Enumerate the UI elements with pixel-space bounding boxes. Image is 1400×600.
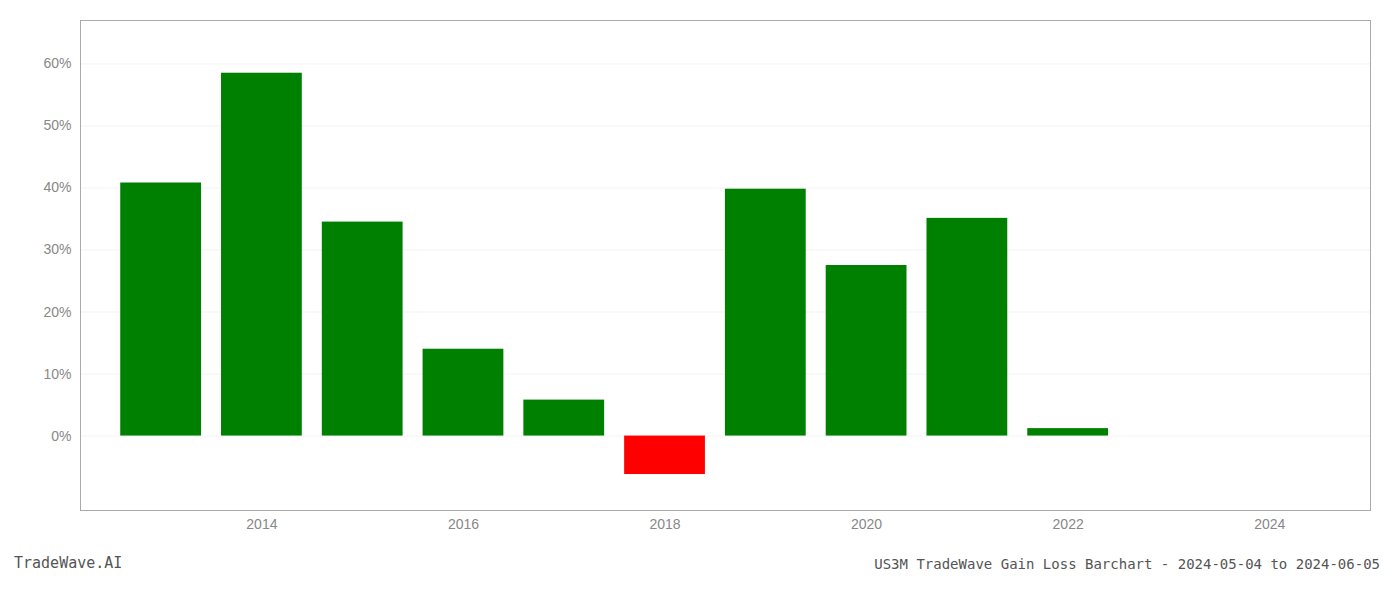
svg-text:20%: 20% [43, 303, 71, 319]
html-text:TradeWave.AI: TradeWave.AI [14, 554, 123, 572]
svg-text:50%: 50% [43, 117, 71, 133]
svg-text:60%: 60% [43, 55, 71, 71]
svg-text:0%: 0% [51, 428, 71, 444]
html-text:US3M TradeWave Gain Loss Barch: US3M TradeWave Gain Loss Barchart - 2024… [874, 556, 1380, 572]
svg-text:2014: 2014 [246, 516, 277, 532]
svg-text:30%: 30% [43, 241, 71, 257]
svg-text:40%: 40% [43, 179, 71, 195]
svg-text:2016: 2016 [448, 516, 479, 532]
svg-text:2018: 2018 [649, 516, 680, 532]
svg-text:2022: 2022 [1053, 516, 1084, 532]
svg-text:2020: 2020 [851, 516, 882, 532]
svg-text:10%: 10% [43, 366, 71, 382]
svg-text:2024: 2024 [1254, 516, 1285, 532]
